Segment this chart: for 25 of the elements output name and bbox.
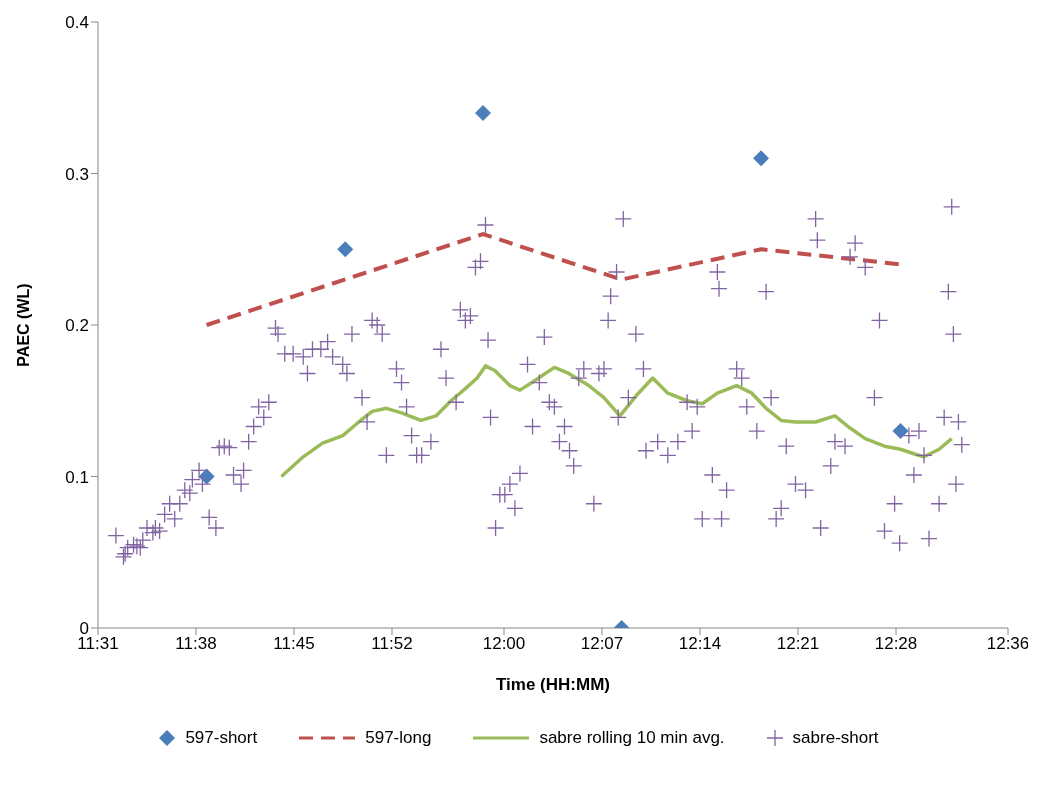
point bbox=[337, 241, 354, 258]
y-tick-label: 0.2 bbox=[65, 316, 89, 336]
x-tick-label: 11:52 bbox=[371, 634, 413, 654]
point bbox=[892, 423, 909, 440]
legend-label: sabre-short bbox=[792, 728, 879, 748]
x-tick-label: 11:45 bbox=[273, 634, 315, 654]
legend-label: sabre rolling 10 min avg. bbox=[539, 728, 725, 748]
y-tick-label: 0.1 bbox=[65, 467, 89, 487]
x-tick-label: 12:36 bbox=[986, 634, 1030, 654]
point bbox=[475, 104, 491, 121]
x-tick-label: 12:14 bbox=[678, 634, 722, 654]
y-axis-title: PAEC (WL) bbox=[14, 283, 32, 367]
x-tick-label: 12:28 bbox=[874, 634, 918, 654]
x-tick-label: 12:00 bbox=[482, 634, 526, 654]
legend-label: 597-long bbox=[365, 728, 432, 748]
x-axis-title: Time (HH:MM) bbox=[496, 675, 610, 694]
x-tick-label: 12:07 bbox=[580, 634, 624, 654]
line-series bbox=[279, 364, 954, 479]
y-tick-label: 0.3 bbox=[65, 164, 89, 184]
legend-label: 597-short bbox=[185, 728, 258, 748]
x-tick-label: 11:38 bbox=[175, 634, 217, 654]
point bbox=[753, 150, 770, 167]
x-tick-label: 11:31 bbox=[77, 634, 119, 654]
y-tick-label: 0.4 bbox=[65, 13, 89, 33]
x-tick-label: 12:21 bbox=[776, 634, 820, 654]
